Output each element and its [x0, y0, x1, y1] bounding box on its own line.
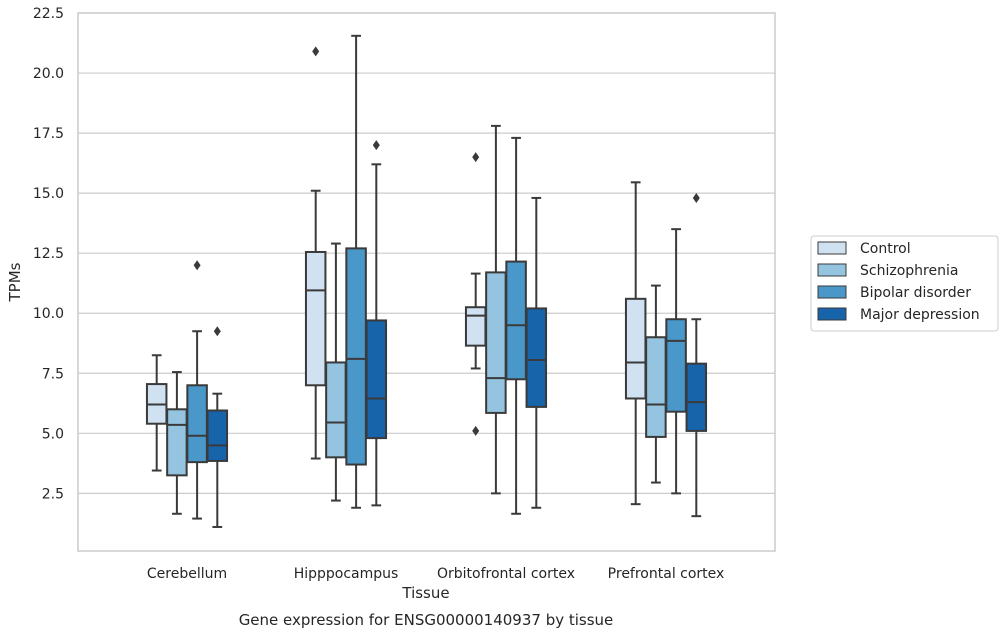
y-tick-label: 10.0: [33, 306, 64, 322]
box-group: [505, 136, 527, 515]
y-axis-label: TPMs: [6, 262, 24, 302]
legend-label: Control: [860, 241, 911, 257]
y-tick-label: 17.5: [33, 126, 64, 142]
x-axis-label: Tissue: [401, 584, 449, 602]
chart-title: Gene expression for ENSG00000140937 by t…: [239, 611, 614, 629]
box: [345, 247, 367, 466]
box: [485, 271, 507, 414]
box: [464, 306, 487, 347]
box: [624, 297, 647, 400]
box-group: [525, 196, 548, 509]
box-group: [665, 228, 687, 495]
series-bipolar-disorder: [186, 34, 687, 520]
legend: Control Schizophrenia Bipolar disorder Majo…: [810, 235, 999, 332]
legend-frame: [810, 235, 999, 332]
box: [365, 319, 388, 440]
box: [325, 361, 347, 459]
box-plot-series: [145, 34, 708, 528]
legend-label: Schizophrenia: [860, 263, 958, 279]
outlier-point: [372, 140, 380, 151]
outlier-point: [312, 46, 320, 57]
box: [206, 409, 229, 462]
outlier-point: [472, 425, 480, 436]
box-group: [304, 46, 327, 460]
legend-swatch: [817, 263, 847, 277]
box: [685, 362, 708, 432]
legend-swatch: [817, 285, 847, 299]
legend-swatch: [817, 307, 847, 321]
y-tick-label: 15.0: [33, 186, 64, 202]
series-control: [145, 46, 647, 506]
box: [505, 260, 527, 381]
x-axis-ticks: Cerebellum Hipppocampus Orbitofrontal cort…: [147, 566, 724, 582]
x-tick-label: Prefrontal cortex: [608, 566, 725, 582]
box: [304, 250, 327, 387]
box-group: [365, 140, 388, 507]
box: [525, 307, 548, 408]
box-group: [206, 326, 229, 528]
x-tick-label: Hipppocampus: [294, 566, 399, 582]
legend-label: Major depression: [860, 307, 980, 323]
legend-label: Bipolar disorder: [860, 285, 971, 301]
series-schizophrenia: [166, 124, 667, 515]
legend-swatch: [817, 241, 847, 255]
box-group: [624, 181, 647, 506]
box-group: [645, 284, 667, 484]
y-tick-label: 5.0: [42, 426, 64, 442]
outlier-point: [213, 326, 221, 337]
x-tick-label: Cerebellum: [147, 566, 227, 582]
plot-area-frame: [77, 12, 776, 552]
box-group: [145, 354, 168, 472]
box-group: [325, 242, 347, 502]
box-group: [166, 371, 188, 515]
box: [166, 408, 188, 477]
box: [645, 336, 667, 438]
y-tick-label: 2.5: [42, 486, 64, 502]
series-major-depression: [206, 140, 708, 528]
box-group: [685, 192, 708, 518]
y-tick-label: 20.0: [33, 66, 64, 82]
box: [186, 384, 208, 464]
y-tick-label: 12.5: [33, 246, 64, 262]
outlier-point: [472, 152, 480, 163]
box-group: [345, 34, 367, 509]
box-group: [464, 152, 487, 436]
outlier-point: [193, 260, 201, 271]
box: [665, 318, 687, 413]
x-tick-label: Orbitofrontal cortex: [437, 566, 575, 582]
box-group: [485, 124, 507, 495]
outlier-point: [692, 192, 700, 203]
y-tick-label: 7.5: [42, 366, 64, 382]
y-axis-ticks: 2.5 5.0 7.5 10.0 12.5 15.0 17.5 20.0 22.5: [33, 6, 64, 502]
box-group: [186, 260, 208, 520]
y-tick-label: 22.5: [33, 6, 64, 22]
